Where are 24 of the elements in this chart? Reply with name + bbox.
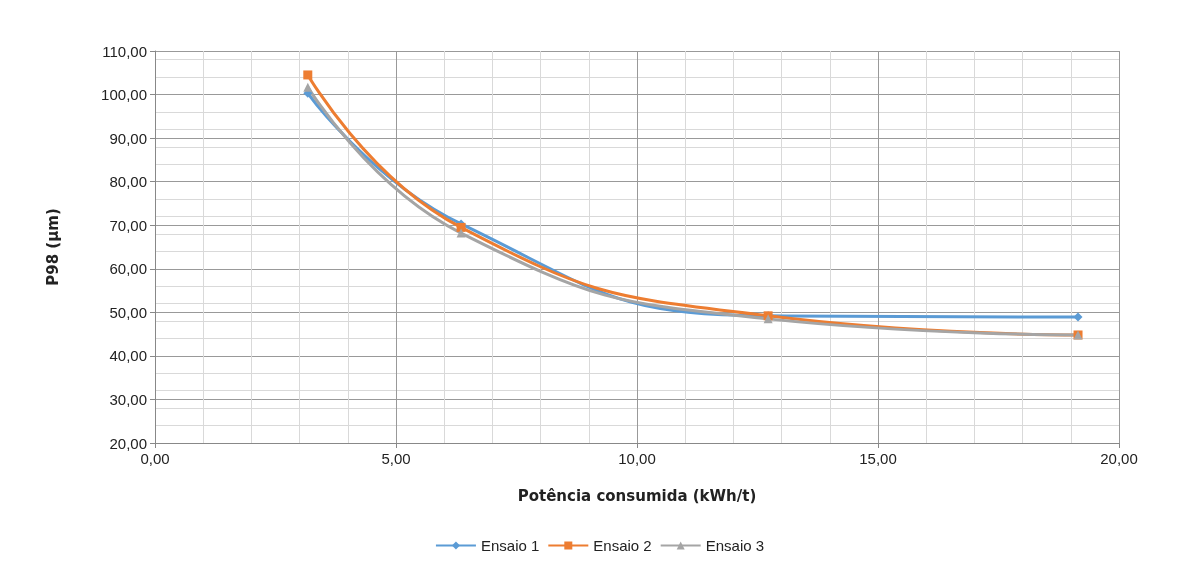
y-tick-label: 30,00	[109, 390, 147, 408]
y-tick-label: 110,00	[102, 42, 147, 60]
y-tick-label: 100,00	[101, 86, 147, 104]
legend-label: Ensaio 2	[593, 537, 652, 554]
x-tick-label: 20,00	[1100, 450, 1138, 467]
legend-label: Ensaio 1	[480, 537, 540, 554]
y-tick-label: 20,00	[109, 434, 147, 452]
x-axis-title: Potência consumida (kWh/t)	[517, 486, 757, 505]
x-tick-label: 0,00	[140, 450, 170, 467]
y-tick-label: 50,00	[109, 303, 147, 321]
legend-label: Ensaio 3	[705, 537, 765, 554]
point	[303, 82, 313, 92]
y-tick-label: 70,00	[109, 216, 147, 234]
y-axis-title: P98 (µm)	[43, 208, 62, 286]
y-tick-label: 40,00	[109, 347, 147, 365]
point	[303, 70, 313, 80]
x-tick-label: 15,00	[859, 450, 897, 467]
y-tick-label: 80,00	[109, 173, 147, 191]
point	[456, 228, 466, 238]
x-tick-label: 10,00	[618, 450, 656, 467]
y-tick-label: 60,00	[109, 260, 147, 278]
y-tick-label: 90,00	[109, 129, 147, 147]
x-tick-label: 5,00	[381, 450, 411, 467]
point	[1073, 312, 1083, 322]
